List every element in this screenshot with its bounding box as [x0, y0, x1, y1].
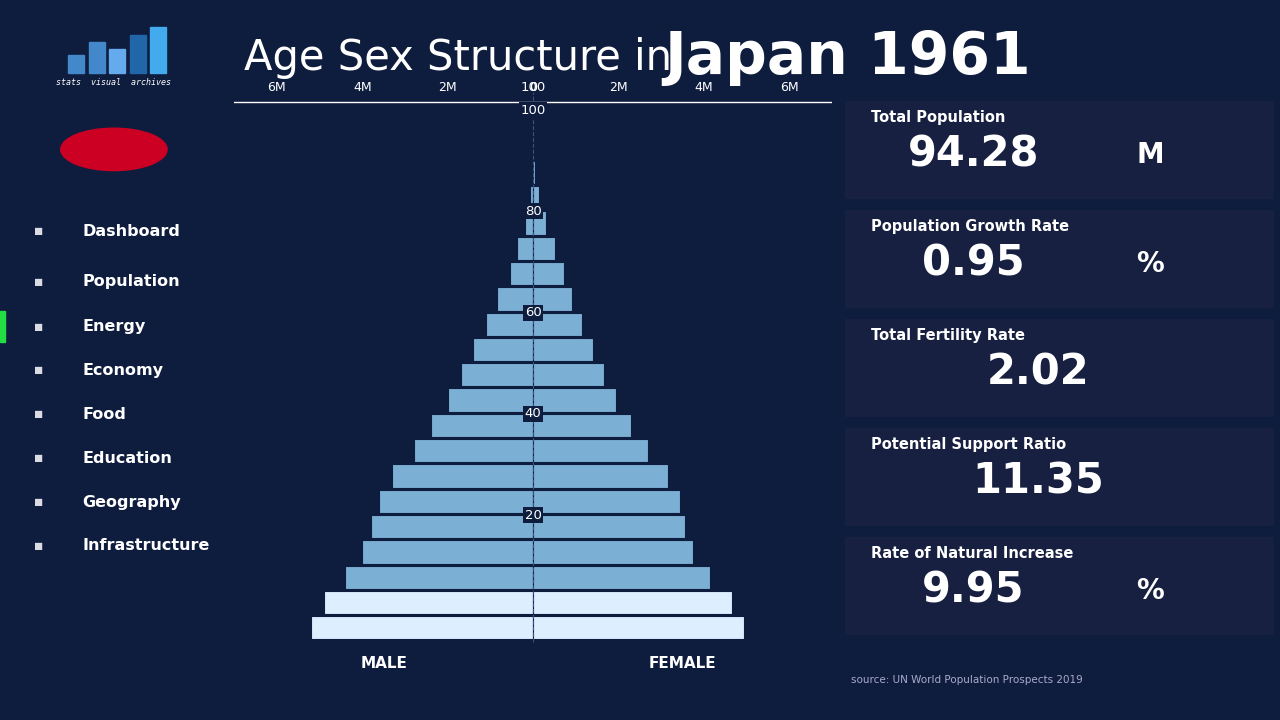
Text: Japan 1961: Japan 1961 [664, 30, 1032, 86]
Bar [534, 414, 631, 437]
Bar [88, 42, 105, 73]
Bar [534, 565, 710, 589]
Text: ◼: ◼ [35, 409, 44, 419]
Bar [534, 212, 547, 235]
Text: Economy: Economy [82, 363, 163, 378]
Bar [534, 591, 732, 614]
Bar [448, 389, 534, 412]
Bar [517, 237, 534, 260]
Bar [534, 186, 539, 210]
Text: stats  visual  archives: stats visual archives [56, 78, 172, 87]
Bar [534, 464, 668, 487]
Bar [497, 287, 534, 310]
Text: %: % [1137, 250, 1164, 278]
Bar [534, 515, 685, 539]
Text: 11.35: 11.35 [972, 461, 1103, 503]
Text: 0: 0 [529, 81, 538, 94]
Text: 0: 0 [529, 81, 538, 94]
FancyBboxPatch shape [845, 101, 1274, 199]
Bar [474, 338, 534, 361]
Text: 60: 60 [525, 306, 541, 319]
Bar [509, 262, 534, 285]
Bar [379, 490, 534, 513]
FancyBboxPatch shape [845, 319, 1274, 417]
Bar [534, 540, 694, 564]
Text: Food: Food [82, 407, 125, 422]
Bar [346, 565, 534, 589]
Text: 100: 100 [521, 104, 545, 117]
Text: Total Fertility Rate: Total Fertility Rate [870, 328, 1024, 343]
Text: 4M: 4M [353, 81, 371, 94]
Text: 0.95: 0.95 [922, 243, 1025, 285]
Bar [68, 55, 84, 73]
Bar [413, 439, 534, 462]
Bar [430, 414, 534, 437]
Bar [534, 312, 582, 336]
Text: Age Sex Structure in: Age Sex Structure in [243, 37, 685, 78]
Text: ◼: ◼ [35, 276, 44, 287]
Text: 9.95: 9.95 [922, 570, 1025, 612]
Text: Population: Population [82, 274, 179, 289]
Bar [534, 287, 572, 310]
Bar [534, 262, 564, 285]
Bar [534, 490, 681, 513]
Text: %: % [1137, 577, 1164, 605]
FancyBboxPatch shape [845, 210, 1274, 307]
Bar [371, 515, 534, 539]
Text: 100: 100 [521, 81, 545, 94]
Text: ◼: ◼ [35, 497, 44, 507]
Text: M: M [1137, 141, 1164, 169]
Bar [150, 27, 166, 73]
Bar [534, 616, 745, 639]
Bar [534, 338, 593, 361]
FancyBboxPatch shape [845, 537, 1274, 634]
Text: 20: 20 [525, 508, 541, 521]
Text: MALE: MALE [360, 656, 407, 670]
Text: Infrastructure: Infrastructure [82, 539, 210, 554]
Text: source: UN World Population Prospects 2019: source: UN World Population Prospects 20… [851, 675, 1083, 685]
Text: ◼: ◼ [35, 322, 44, 332]
Text: Energy: Energy [82, 319, 145, 334]
Circle shape [60, 128, 168, 171]
Text: ◼: ◼ [35, 366, 44, 375]
Text: FEMALE: FEMALE [649, 656, 717, 670]
Bar [461, 363, 534, 387]
Text: Education: Education [82, 451, 172, 466]
Bar [109, 50, 125, 73]
Text: 6M: 6M [780, 81, 799, 94]
Bar [324, 591, 534, 614]
Text: Japan: Japan [86, 144, 142, 162]
Bar [486, 312, 534, 336]
Bar [534, 389, 617, 412]
Bar [392, 464, 534, 487]
Text: Dashboard: Dashboard [82, 224, 180, 239]
Bar [525, 212, 534, 235]
Text: Potential Support Ratio: Potential Support Ratio [870, 437, 1066, 452]
Text: Rate of Natural Increase: Rate of Natural Increase [870, 546, 1073, 561]
Text: ◼: ◼ [35, 453, 44, 463]
Text: 2M: 2M [609, 81, 627, 94]
Bar [534, 161, 535, 184]
Text: 2M: 2M [439, 81, 457, 94]
Text: ◼: ◼ [35, 226, 44, 236]
Text: ◼: ◼ [35, 541, 44, 551]
Text: 6M: 6M [268, 81, 287, 94]
Text: Geography: Geography [82, 495, 180, 510]
Bar [534, 363, 604, 387]
Bar [0, 311, 5, 342]
Bar [530, 186, 534, 210]
Text: Total Population: Total Population [870, 110, 1005, 125]
Bar [129, 35, 146, 73]
Bar [534, 237, 556, 260]
Bar [311, 616, 534, 639]
Bar [362, 540, 534, 564]
Bar [534, 439, 649, 462]
Text: 94.28: 94.28 [908, 134, 1039, 176]
Text: 4M: 4M [695, 81, 713, 94]
Text: 80: 80 [525, 205, 541, 218]
FancyBboxPatch shape [845, 428, 1274, 526]
Text: Population Growth Rate: Population Growth Rate [870, 219, 1069, 234]
Text: 2.02: 2.02 [987, 352, 1089, 394]
Text: 40: 40 [525, 408, 541, 420]
